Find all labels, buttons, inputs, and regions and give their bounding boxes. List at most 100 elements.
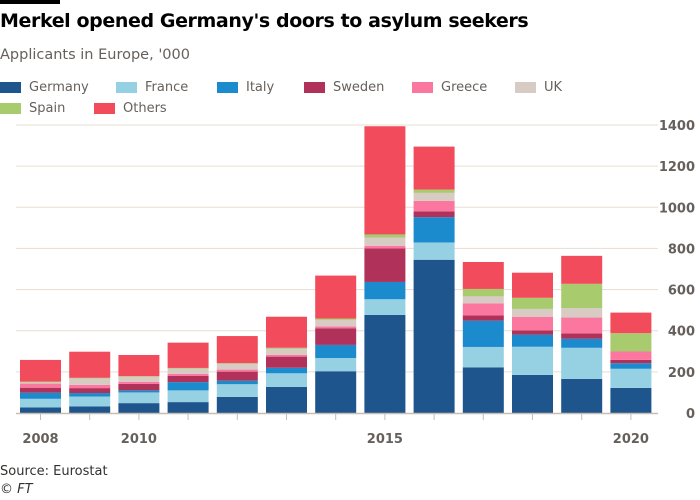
legend-item-others: Others bbox=[94, 101, 167, 116]
bar-italy-2016 bbox=[413, 217, 455, 243]
y-tick-label-1000: 1000 bbox=[659, 201, 695, 216]
bar-italy-2012 bbox=[216, 380, 258, 385]
legend-label-greece: Greece bbox=[441, 80, 488, 95]
bar-italy-2013 bbox=[266, 367, 307, 374]
bar-stack-2012 bbox=[216, 336, 258, 413]
legend-swatch-spain bbox=[0, 103, 21, 114]
legend-label-uk: UK bbox=[544, 80, 563, 95]
bar-sweden-2014 bbox=[315, 328, 357, 345]
y-tick-label-400: 400 bbox=[668, 325, 695, 340]
bar-uk-2018 bbox=[512, 308, 553, 317]
bar-sweden-2017 bbox=[462, 315, 504, 321]
bar-stack-2019 bbox=[561, 255, 603, 413]
bar-germany-2011 bbox=[167, 402, 209, 413]
x-axis-labels: 2008 2010 2015 2020 bbox=[22, 432, 649, 447]
bar-uk-2016 bbox=[413, 192, 455, 201]
y-axis-labels: 0 200 400 600 800 1000 1200 1400 bbox=[659, 119, 695, 422]
bar-italy-2015 bbox=[364, 281, 406, 300]
bar-greece-2018 bbox=[512, 316, 553, 331]
y-tick-label-600: 600 bbox=[668, 284, 695, 299]
legend-swatch-greece bbox=[412, 82, 433, 93]
bar-uk-2014 bbox=[315, 319, 357, 327]
y-tick-label-0: 0 bbox=[686, 407, 695, 422]
bar-stack-2020 bbox=[610, 312, 652, 413]
bar-spain-2012 bbox=[216, 363, 258, 364]
bar-others-2014 bbox=[315, 275, 357, 319]
legend-item-greece: Greece bbox=[412, 80, 487, 95]
bar-greece-2010 bbox=[118, 381, 160, 384]
bar-italy-2018 bbox=[512, 334, 553, 347]
bar-spain-2008 bbox=[20, 381, 61, 383]
bar-greece-2009 bbox=[69, 384, 111, 389]
y-tick-label-1200: 1200 bbox=[659, 160, 695, 175]
legend-label-spain: Spain bbox=[29, 101, 66, 116]
legend-item-italy: Italy bbox=[217, 80, 274, 95]
bar-sweden-2012 bbox=[216, 371, 258, 381]
bar-spain-2015 bbox=[364, 234, 406, 238]
legend-label-others: Others bbox=[123, 101, 167, 116]
bar-germany-2008 bbox=[20, 407, 61, 413]
bar-france-2010 bbox=[118, 392, 160, 404]
bar-greece-2012 bbox=[216, 369, 258, 372]
bar-others-2011 bbox=[167, 342, 209, 368]
bar-uk-2019 bbox=[561, 308, 603, 318]
bar-sweden-2008 bbox=[20, 387, 61, 393]
bar-italy-2008 bbox=[20, 392, 61, 399]
bar-stack-2009 bbox=[69, 351, 111, 413]
bar-stack-2011 bbox=[167, 342, 209, 413]
bar-others-2018 bbox=[512, 272, 553, 298]
bar-germany-2013 bbox=[266, 386, 307, 413]
bar-france-2017 bbox=[462, 346, 504, 368]
x-tick-label-2008: 2008 bbox=[22, 432, 58, 447]
bar-spain-2010 bbox=[118, 376, 160, 377]
bar-france-2012 bbox=[216, 384, 258, 397]
bar-uk-2009 bbox=[69, 378, 111, 385]
bar-sweden-2016 bbox=[413, 211, 455, 218]
y-tick-label-800: 800 bbox=[668, 242, 695, 257]
bar-spain-2020 bbox=[610, 333, 652, 352]
legend-label-italy: Italy bbox=[246, 80, 275, 95]
bar-greece-2017 bbox=[462, 303, 504, 316]
bar-greece-2020 bbox=[610, 351, 652, 360]
legend-swatch-germany bbox=[0, 82, 21, 93]
bar-germany-2017 bbox=[462, 367, 504, 413]
bar-france-2016 bbox=[413, 242, 455, 260]
y-tick-label-200: 200 bbox=[668, 366, 695, 381]
bar-uk-2015 bbox=[364, 237, 406, 246]
bar-spain-2014 bbox=[315, 318, 357, 320]
bar-stack-2016 bbox=[413, 146, 455, 413]
bar-greece-2011 bbox=[167, 373, 209, 376]
bar-germany-2010 bbox=[118, 403, 160, 413]
bar-spain-2016 bbox=[413, 189, 455, 193]
bar-uk-2011 bbox=[167, 368, 209, 374]
bar-greece-2014 bbox=[315, 326, 357, 329]
legend: Germany France Italy Sweden Greece UK Sp… bbox=[0, 80, 700, 120]
bar-germany-2019 bbox=[561, 378, 603, 413]
bar-france-2019 bbox=[561, 347, 603, 379]
bar-others-2013 bbox=[266, 316, 307, 348]
bar-italy-2009 bbox=[69, 393, 111, 397]
bar-france-2018 bbox=[512, 346, 553, 375]
bar-spain-2009 bbox=[69, 377, 111, 379]
bar-greece-2013 bbox=[266, 354, 307, 357]
bar-stack-2014 bbox=[315, 275, 357, 413]
bar-france-2015 bbox=[364, 299, 406, 315]
x-tick-label-2010: 2010 bbox=[121, 432, 157, 447]
bar-france-2011 bbox=[167, 390, 209, 403]
bar-uk-2017 bbox=[462, 296, 504, 304]
legend-item-sweden: Sweden bbox=[304, 80, 384, 95]
bar-france-2014 bbox=[315, 358, 357, 372]
bar-spain-2017 bbox=[462, 288, 504, 297]
bar-greece-2019 bbox=[561, 317, 603, 334]
bar-others-2020 bbox=[610, 312, 652, 334]
bar-stack-2015 bbox=[364, 126, 406, 413]
bar-others-2009 bbox=[69, 351, 111, 378]
bar-france-2008 bbox=[20, 398, 61, 408]
bar-sweden-2018 bbox=[512, 330, 553, 335]
legend-swatch-sweden bbox=[304, 82, 325, 93]
legend-item-germany: Germany bbox=[0, 80, 89, 95]
bar-spain-2013 bbox=[266, 347, 307, 349]
bar-uk-2013 bbox=[266, 348, 307, 355]
bar-italy-2010 bbox=[118, 390, 160, 393]
